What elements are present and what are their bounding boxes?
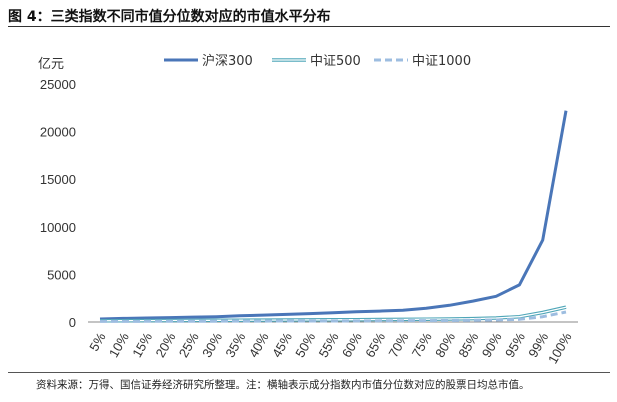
series-line-0	[99, 110, 568, 321]
x-tick-label: 25%	[176, 330, 202, 360]
legend-label: 中证1000	[412, 54, 471, 69]
y-axis-unit: 亿元	[38, 57, 64, 72]
x-tick-label: 85%	[455, 330, 481, 360]
x-tick-label: 35%	[222, 330, 248, 360]
source-divider	[8, 372, 610, 373]
x-tick-label: 50%	[292, 330, 318, 360]
title-divider	[8, 26, 610, 27]
x-tick-label: 80%	[432, 330, 458, 360]
legend-label: 沪深300	[202, 53, 253, 69]
y-tick-label: 15000	[40, 172, 76, 187]
source-note: 资料来源：万得、国信证券经济研究所整理。注：横轴表示成分指数内市值分位数对应的股…	[36, 379, 530, 391]
series-line-2	[100, 310, 567, 323]
y-tick-label: 20000	[40, 125, 76, 140]
x-tick-label: 95%	[502, 330, 528, 360]
y-tick-label: 25000	[40, 77, 76, 92]
x-tick-label: 60%	[339, 330, 365, 360]
x-tick-label: 15%	[129, 330, 155, 360]
x-tick-label: 75%	[409, 330, 435, 360]
y-tick-label: 0	[69, 315, 76, 330]
x-tick-label: 30%	[199, 330, 225, 360]
x-tick-label: 40%	[246, 330, 272, 360]
x-tick-label: 5%	[86, 330, 109, 354]
x-tick-label: 20%	[152, 330, 178, 360]
x-tick-label: 65%	[362, 330, 388, 360]
y-tick-label: 5000	[47, 267, 76, 282]
x-tick-label: 100%	[545, 330, 575, 367]
y-tick-label: 10000	[40, 220, 76, 235]
x-tick-label: 10%	[106, 330, 132, 360]
x-tick-label: 90%	[479, 330, 505, 360]
x-tick-label: 45%	[269, 330, 295, 360]
x-tick-label: 55%	[316, 330, 342, 360]
figure-title: 图 4：三类指数不同市值分位数对应的市值水平分布	[8, 9, 331, 25]
x-tick-label: 70%	[385, 330, 411, 360]
legend-label: 中证500	[310, 54, 361, 69]
